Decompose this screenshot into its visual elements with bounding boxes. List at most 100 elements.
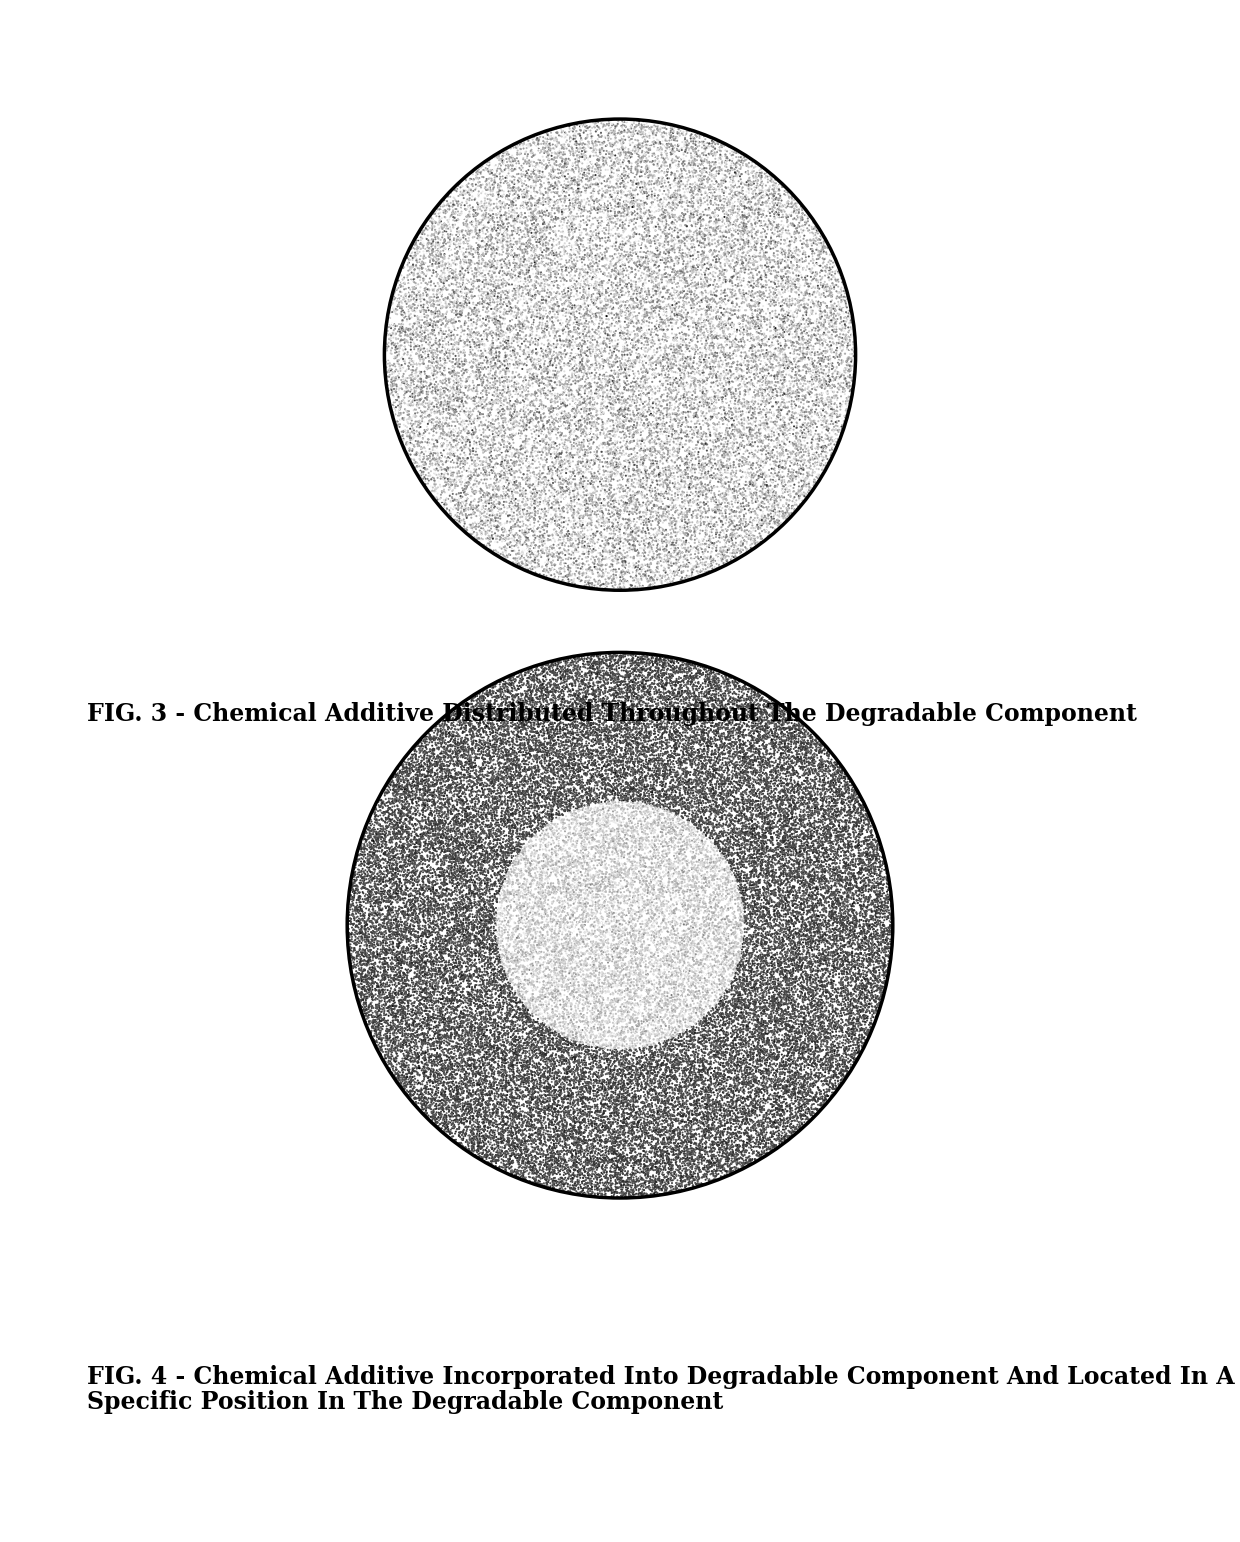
Point bbox=[796, 814, 816, 839]
Point bbox=[523, 301, 543, 325]
Point bbox=[480, 836, 500, 860]
Point bbox=[435, 870, 455, 894]
Point bbox=[718, 507, 738, 532]
Point bbox=[605, 678, 625, 703]
Point bbox=[646, 130, 666, 154]
Point bbox=[723, 988, 743, 1013]
Point bbox=[494, 1010, 513, 1035]
Point bbox=[733, 359, 753, 384]
Point bbox=[625, 177, 645, 202]
Point bbox=[605, 439, 625, 464]
Point bbox=[822, 435, 842, 460]
Point bbox=[782, 902, 802, 927]
Point bbox=[570, 1115, 590, 1140]
Point bbox=[698, 1106, 718, 1130]
Point bbox=[422, 831, 441, 856]
Point bbox=[453, 1024, 472, 1049]
Point bbox=[707, 241, 727, 265]
Point bbox=[461, 177, 481, 202]
Point bbox=[428, 308, 448, 333]
Point bbox=[451, 284, 471, 308]
Point bbox=[677, 1024, 697, 1049]
Point bbox=[627, 148, 647, 173]
Point bbox=[711, 1084, 730, 1109]
Point bbox=[692, 1119, 712, 1144]
Point bbox=[415, 278, 435, 302]
Point bbox=[647, 1161, 667, 1186]
Point bbox=[405, 925, 425, 950]
Point bbox=[564, 828, 584, 853]
Point bbox=[494, 473, 513, 498]
Point bbox=[737, 705, 756, 729]
Point bbox=[739, 1029, 759, 1053]
Point bbox=[784, 486, 804, 510]
Point bbox=[534, 962, 554, 987]
Point bbox=[637, 199, 657, 224]
Point bbox=[698, 865, 718, 890]
Point bbox=[719, 409, 739, 433]
Point bbox=[494, 426, 513, 450]
Point bbox=[414, 452, 434, 476]
Point bbox=[525, 282, 544, 307]
Point bbox=[616, 998, 636, 1022]
Point bbox=[673, 1146, 693, 1170]
Point bbox=[415, 1042, 435, 1067]
Point bbox=[486, 322, 506, 347]
Point bbox=[794, 1084, 813, 1109]
Point bbox=[446, 270, 466, 295]
Point bbox=[402, 848, 422, 873]
Point bbox=[598, 788, 618, 813]
Point bbox=[482, 407, 502, 432]
Point bbox=[386, 843, 405, 868]
Point bbox=[691, 1081, 711, 1106]
Point bbox=[851, 842, 870, 867]
Point bbox=[797, 1018, 817, 1042]
Point bbox=[448, 1082, 467, 1107]
Point bbox=[517, 470, 537, 495]
Point bbox=[387, 805, 407, 830]
Point bbox=[489, 913, 508, 938]
Point bbox=[662, 1018, 682, 1042]
Point bbox=[758, 860, 777, 885]
Point bbox=[708, 934, 728, 959]
Point bbox=[460, 1124, 480, 1149]
Point bbox=[744, 774, 764, 799]
Point bbox=[567, 392, 587, 416]
Point bbox=[770, 810, 790, 834]
Point bbox=[763, 1030, 782, 1055]
Point bbox=[599, 501, 619, 526]
Point bbox=[467, 321, 487, 345]
Point bbox=[440, 921, 460, 945]
Point bbox=[460, 1066, 480, 1090]
Point bbox=[714, 706, 734, 731]
Point bbox=[360, 848, 379, 873]
Point bbox=[822, 894, 842, 919]
Point bbox=[706, 1036, 725, 1061]
Point bbox=[600, 697, 620, 722]
Point bbox=[641, 834, 661, 859]
Point bbox=[570, 506, 590, 530]
Point bbox=[455, 412, 475, 436]
Point bbox=[574, 1064, 594, 1089]
Point bbox=[777, 443, 797, 467]
Point bbox=[490, 353, 510, 378]
Point bbox=[455, 262, 475, 287]
Point bbox=[689, 766, 709, 791]
Point bbox=[589, 221, 609, 245]
Point bbox=[585, 1112, 605, 1136]
Point bbox=[498, 944, 518, 968]
Point bbox=[491, 745, 511, 769]
Point bbox=[670, 461, 689, 486]
Point bbox=[715, 211, 735, 236]
Point bbox=[552, 549, 572, 574]
Point bbox=[496, 685, 516, 709]
Point bbox=[538, 1079, 558, 1104]
Point bbox=[707, 1121, 727, 1146]
Point bbox=[379, 345, 399, 370]
Point bbox=[425, 460, 445, 484]
Point bbox=[844, 931, 864, 956]
Point bbox=[379, 1033, 399, 1058]
Point bbox=[692, 421, 712, 446]
Point bbox=[647, 1084, 667, 1109]
Point bbox=[355, 939, 374, 964]
